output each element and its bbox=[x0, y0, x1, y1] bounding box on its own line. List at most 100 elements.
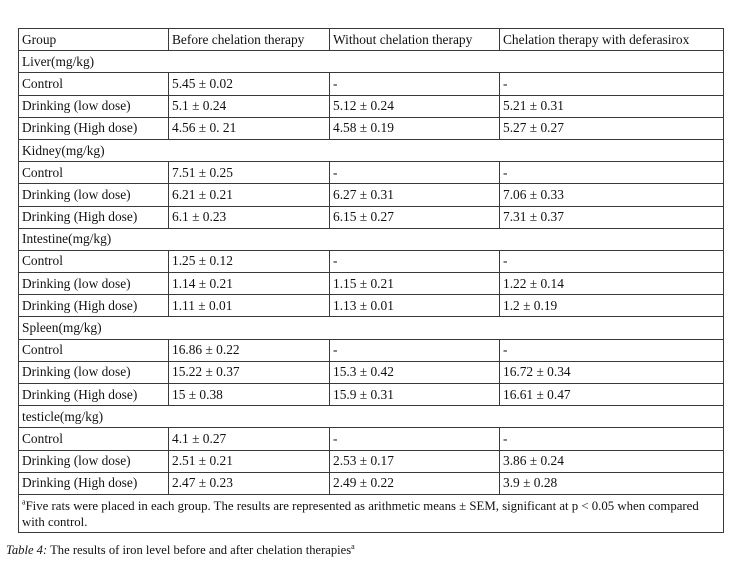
group-cell: Drinking (High dose) bbox=[18, 294, 169, 318]
value-cell: - bbox=[329, 161, 500, 185]
table-row: Drinking (High dose) 15 ± 0.38 15.9 ± 0.31… bbox=[18, 382, 724, 407]
value-cell: - bbox=[499, 161, 724, 185]
value-cell: 5.21 ± 0.31 bbox=[499, 94, 724, 118]
footnote-cell: aFive rats were placed in each group. Th… bbox=[18, 493, 724, 533]
section-row: Intestine(mg/kg) bbox=[18, 227, 724, 251]
header-before-chelation: Before chelation therapy bbox=[168, 27, 330, 52]
value-cell: 6.15 ± 0.27 bbox=[329, 205, 500, 229]
value-cell: 5.45 ± 0.02 bbox=[168, 72, 330, 96]
group-cell: Control bbox=[18, 249, 169, 274]
header-deferasirox: Chelation therapy with deferasirox bbox=[499, 27, 724, 52]
group-cell: Drinking (low dose) bbox=[18, 94, 169, 118]
header-row: Group Before chelation therapy Without c… bbox=[18, 27, 724, 52]
value-cell: 15.22 ± 0.37 bbox=[168, 360, 330, 385]
value-cell: - bbox=[329, 249, 500, 274]
section-row: Liver(mg/kg) bbox=[18, 50, 724, 74]
section-title: Liver(mg/kg) bbox=[18, 50, 724, 74]
section-title: Spleen(mg/kg) bbox=[18, 316, 724, 340]
header-without-chelation: Without chelation therapy bbox=[329, 27, 500, 52]
table-row: Drinking (low dose) 15.22 ± 0.37 15.3 ± 0.… bbox=[18, 360, 724, 385]
group-cell: Control bbox=[18, 161, 169, 185]
group-cell: Drinking (low dose) bbox=[18, 272, 169, 296]
value-cell: - bbox=[329, 72, 500, 96]
value-cell: 16.61 ± 0.47 bbox=[499, 382, 724, 407]
value-cell: 5.12 ± 0.24 bbox=[329, 94, 500, 118]
section-row: Spleen(mg/kg) bbox=[18, 316, 724, 340]
value-cell: 1.14 ± 0.21 bbox=[168, 272, 330, 296]
section-row: Kidney(mg/kg) bbox=[18, 138, 724, 163]
group-cell: Control bbox=[18, 427, 169, 451]
footnote-text: Five rats were placed in each group. The… bbox=[22, 498, 699, 529]
value-cell: 7.51 ± 0.25 bbox=[168, 161, 330, 185]
group-cell: Drinking (low dose) bbox=[18, 183, 169, 207]
value-cell: 15.3 ± 0.42 bbox=[329, 360, 500, 385]
value-cell: 6.1 ± 0.23 bbox=[168, 205, 330, 229]
table-row: Drinking (low dose) 6.21 ± 0.21 6.27 ± 0.3… bbox=[18, 183, 724, 207]
table-caption: Table 4: The results of iron level befor… bbox=[6, 541, 355, 558]
caption-label: Table 4: bbox=[6, 543, 48, 557]
table-row: Control 7.51 ± 0.25- - bbox=[18, 161, 724, 185]
table-row: Control 1.25 ± 0.12- - bbox=[18, 249, 724, 274]
value-cell: 2.49 ± 0.22 bbox=[329, 471, 500, 495]
group-cell: Drinking (low dose) bbox=[18, 449, 169, 473]
group-cell: Drinking (low dose) bbox=[18, 360, 169, 385]
value-cell: 1.15 ± 0.21 bbox=[329, 272, 500, 296]
value-cell: 3.9 ± 0.28 bbox=[499, 471, 724, 495]
group-cell: Drinking (High dose) bbox=[18, 471, 169, 495]
value-cell: 1.13 ± 0.01 bbox=[329, 294, 500, 318]
value-cell: 15.9 ± 0.31 bbox=[329, 382, 500, 407]
value-cell: 2.47 ± 0.23 bbox=[168, 471, 330, 495]
table-row: Drinking (High dose) 1.11 ± 0.01 1.13 ± 0.… bbox=[18, 294, 724, 318]
table-row: Control 16.86 ± 0.22- - bbox=[18, 338, 724, 362]
value-cell: 2.53 ± 0.17 bbox=[329, 449, 500, 473]
footnote-row: aFive rats were placed in each group. Th… bbox=[18, 493, 724, 533]
group-cell: Drinking (High dose) bbox=[18, 205, 169, 229]
value-cell: 4.58 ± 0.19 bbox=[329, 116, 500, 140]
table-row: Drinking (low dose) 1.14 ± 0.21 1.15 ± 0.2… bbox=[18, 272, 724, 296]
caption-marker: a bbox=[351, 541, 355, 551]
table-row: Drinking (High dose) 4.56 ± 0. 21 4.58 ± 0… bbox=[18, 116, 724, 140]
section-title: testicle(mg/kg) bbox=[18, 405, 724, 429]
table-row: Control 4.1 ± 0.27- - bbox=[18, 427, 724, 451]
section-row: testicle(mg/kg) bbox=[18, 405, 724, 429]
value-cell: 7.06 ± 0.33 bbox=[499, 183, 724, 207]
value-cell: 7.31 ± 0.37 bbox=[499, 205, 724, 229]
value-cell: 1.2 ± 0.19 bbox=[499, 294, 724, 318]
group-cell: Control bbox=[18, 72, 169, 96]
section-title: Intestine(mg/kg) bbox=[18, 227, 724, 251]
value-cell: - bbox=[499, 338, 724, 362]
value-cell: 1.25 ± 0.12 bbox=[168, 249, 330, 274]
value-cell: 16.72 ± 0.34 bbox=[499, 360, 724, 385]
value-cell: 1.11 ± 0.01 bbox=[168, 294, 330, 318]
results-table-body: Group Before chelation therapy Without c… bbox=[18, 27, 724, 533]
table-row: Drinking (low dose) 2.51 ± 0.21 2.53 ± 0.1… bbox=[18, 449, 724, 473]
value-cell: 2.51 ± 0.21 bbox=[168, 449, 330, 473]
value-cell: 5.1 ± 0.24 bbox=[168, 94, 330, 118]
value-cell: - bbox=[329, 338, 500, 362]
table-row: Drinking (low dose) 5.1 ± 0.24 5.12 ± 0.24… bbox=[18, 94, 724, 118]
value-cell: 5.27 ± 0.27 bbox=[499, 116, 724, 140]
group-cell: Drinking (High dose) bbox=[18, 382, 169, 407]
header-group: Group bbox=[18, 27, 169, 52]
footnote-marker: a bbox=[22, 497, 26, 507]
value-cell: 4.56 ± 0. 21 bbox=[168, 116, 330, 140]
value-cell: - bbox=[329, 427, 500, 451]
value-cell: 6.27 ± 0.31 bbox=[329, 183, 500, 207]
value-cell: 6.21 ± 0.21 bbox=[168, 183, 330, 207]
value-cell: - bbox=[499, 72, 724, 96]
group-cell: Control bbox=[18, 338, 169, 362]
section-title: Kidney(mg/kg) bbox=[18, 138, 724, 163]
table-row: Drinking (High dose) 6.1 ± 0.23 6.15 ± 0.2… bbox=[18, 205, 724, 229]
table-row: Drinking (High dose) 2.47 ± 0.23 2.49 ± 0.… bbox=[18, 471, 724, 495]
table-row: Control 5.45 ± 0.02- - bbox=[18, 72, 724, 96]
value-cell: 4.1 ± 0.27 bbox=[168, 427, 330, 451]
value-cell: - bbox=[499, 427, 724, 451]
value-cell: 15 ± 0.38 bbox=[168, 382, 330, 407]
value-cell: 16.86 ± 0.22 bbox=[168, 338, 330, 362]
value-cell: 1.22 ± 0.14 bbox=[499, 272, 724, 296]
caption-text: The results of iron level before and aft… bbox=[47, 543, 352, 557]
value-cell: 3.86 ± 0.24 bbox=[499, 449, 724, 473]
value-cell: - bbox=[499, 249, 724, 274]
group-cell: Drinking (High dose) bbox=[18, 116, 169, 140]
results-table: Group Before chelation therapy Without c… bbox=[18, 27, 724, 533]
